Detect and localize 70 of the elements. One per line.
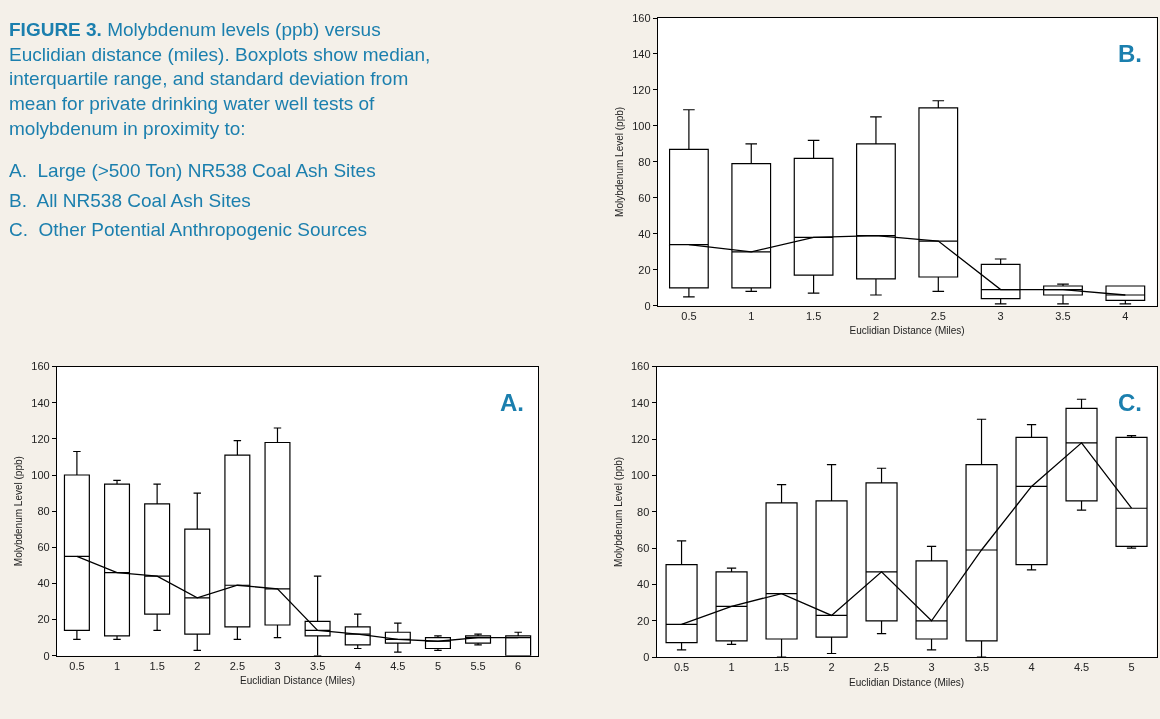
annotation: C. [1118,389,1142,416]
x-axis-title: Euclidian Distance (Miles) [240,675,356,687]
y-tick-label: 120 [631,433,650,446]
y-tick-label: 60 [637,542,650,555]
x-tick-label: 0.5 [681,309,697,322]
x-tick-label: 0.5 [69,659,85,672]
x-tick-label: 4 [1028,661,1035,674]
x-tick-label: 3 [997,309,1004,322]
x-tick-label: 2.5 [873,661,890,674]
y-tick-label: 100 [31,468,50,481]
x-axis-title: Euclidian Distance (Miles) [849,325,965,337]
y-tick-label: 100 [631,469,650,482]
y-tick-label: 140 [31,396,50,409]
x-tick-label: 1 [748,309,755,322]
text: FIGURE 3. [9,19,102,40]
text: A. Large (>500 Ton) NR538 Coal Ash Sites [9,160,376,181]
y-tick-label: 0 [643,651,650,663]
y-tick-label: 40 [637,578,650,591]
x-tick-label: 3 [274,659,281,672]
annotation: A. [500,389,524,416]
x-tick-label: 4.5 [1073,661,1090,674]
x-tick-label: 2.5 [930,309,946,322]
x-tick-label: 4 [1122,309,1129,322]
annotation: B. [1118,40,1142,67]
y-tick-label: 60 [638,191,651,204]
y-tick-label: 140 [632,47,651,60]
x-tick-label: 2 [872,309,880,322]
y-tick-label: 40 [638,227,651,240]
text: B. All NR538 Coal Ash Sites [9,190,251,211]
y-tick-label: 100 [632,119,651,132]
x-tick-label: 1.5 [805,309,822,322]
x-tick-label: 3.5 [309,659,326,672]
y-tick-label: 120 [31,432,50,445]
y-tick-label: 0 [644,299,651,312]
y-tick-label: 80 [638,155,651,168]
x-tick-label: 4 [354,659,361,672]
x-axis-title: Euclidian Distance (Miles) [849,676,965,688]
y-tick-label: 20 [637,614,650,627]
y-axis-title: Molybdenum Level (ppb) [613,456,624,567]
x-tick-label: 5 [1128,661,1135,674]
y-tick-label: 160 [631,360,650,373]
x-tick-label: 1.5 [773,661,790,674]
y-tick-label: 80 [637,505,650,518]
x-tick-label: 1.5 [149,659,165,672]
y-tick-label: 20 [638,263,651,276]
x-tick-label: 6 [515,659,522,672]
x-tick-label: 1 [113,659,121,672]
x-tick-label: 4.5 [390,659,406,672]
x-tick-label: 3 [928,661,935,674]
text: C. Other Potential Anthropogenic Sources [9,219,368,240]
x-tick-label: 5 [434,659,442,672]
y-tick-label: 120 [632,83,651,96]
x-tick-label: 0.5 [673,661,690,674]
x-tick-label: 5.5 [470,659,486,672]
y-tick-label: 140 [631,396,650,409]
y-axis-title: Molybdenum Level (ppb) [614,106,626,217]
y-tick-label: 0 [43,649,50,662]
y-tick-label: 60 [37,541,50,554]
x-tick-label: 3.5 [1055,309,1071,322]
y-tick-label: 160 [31,360,50,373]
x-tick-label: 2 [194,659,201,672]
y-axis-title: Molybdenum Level (ppb) [13,456,25,567]
x-tick-label: 3.5 [973,661,990,674]
x-tick-label: 2 [828,661,835,674]
y-tick-label: 80 [37,505,50,517]
x-tick-label: 1 [728,661,735,674]
y-tick-label: 40 [37,577,50,590]
y-tick-label: 160 [632,11,651,24]
y-tick-label: 20 [37,613,50,626]
x-tick-label: 2.5 [229,659,246,672]
